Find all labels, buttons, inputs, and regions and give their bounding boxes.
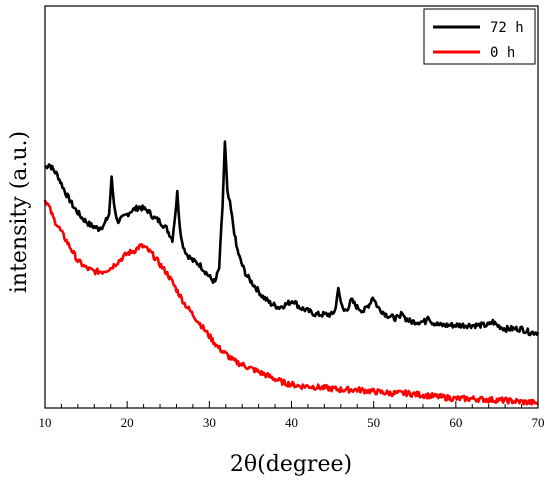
- series-line-0h: [43, 199, 539, 406]
- series-line-72h: [43, 140, 540, 337]
- x-tick-label: 50: [367, 415, 380, 430]
- x-tick-label: 10: [39, 415, 52, 430]
- legend-label-72h: 72 h: [490, 20, 524, 36]
- plot-area: [43, 140, 540, 406]
- legend-box: [423, 8, 536, 65]
- y-axis-title: intensity (a.u.): [7, 131, 32, 293]
- legend-label-0h: 0 h: [490, 45, 515, 61]
- x-axis-title: 2θ(degree): [230, 452, 352, 477]
- x-tick-label: 40: [285, 415, 298, 430]
- x-tick-label: 30: [203, 415, 216, 430]
- x-tick-label: 20: [121, 415, 134, 430]
- x-axis-ticks: 10 20 30 40 50 60 70: [39, 401, 545, 430]
- plot-frame: [44, 5, 539, 409]
- x-tick-label: 70: [532, 415, 545, 430]
- x-tick-label: 60: [449, 415, 462, 430]
- legend: 72 h 0 h: [423, 8, 536, 65]
